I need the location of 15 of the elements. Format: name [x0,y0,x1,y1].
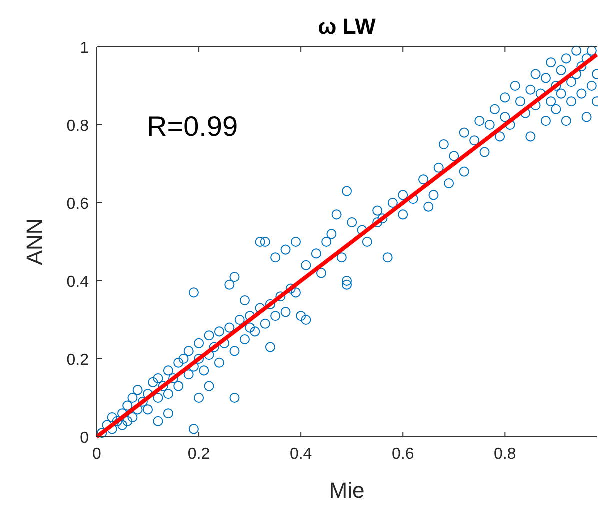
x-tick-label: 0.2 [188,446,210,463]
x-tick-label: 0.8 [494,446,516,463]
y-tick-label: 0 [80,430,90,447]
y-tick-label: 1 [80,40,90,57]
x-axis-title: Mie [329,478,365,503]
x-tick-label: 0.4 [290,446,312,463]
y-tick-label: 0.4 [66,274,90,291]
chart-title: ω LW [318,14,376,39]
x-tick-label: 0 [92,446,102,463]
y-tick-label: 0.8 [66,118,90,135]
y-tick-label: 0.6 [66,196,90,213]
y-tick-label: 0.2 [66,352,90,369]
x-tick-label: 0.6 [392,446,414,463]
annotation: R=0.99 [147,111,238,142]
y-axis-title: ANN [22,218,47,266]
